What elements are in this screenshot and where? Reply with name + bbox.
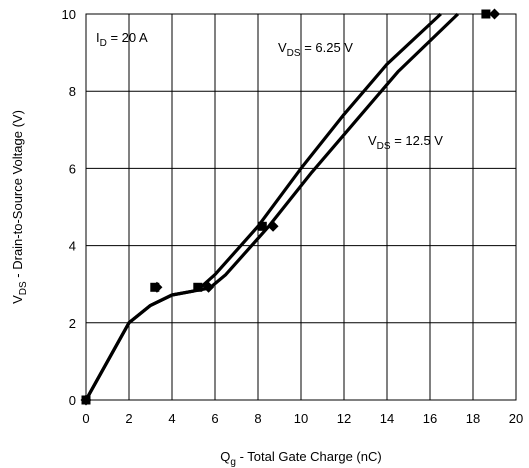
x-tick-label: 18 [466,411,480,426]
vds-12-5-annotation: VDS = 12.5 V [368,133,443,152]
y-tick-label: 0 [69,393,76,408]
x-tick-label: 12 [337,411,351,426]
y-axis-label: VDS - Drain-to-Source Voltage (V) [10,110,29,304]
vds-6-25-annotation: VDS = 6.25 V [278,40,353,59]
y-tick-label: 6 [69,161,76,176]
grid-lines [85,13,517,401]
x-axis-label: Qg - Total Gate Charge (nC) [220,449,381,468]
series-1-marker [257,221,267,231]
x-tick-label: 14 [380,411,394,426]
series-2-marker [80,394,92,406]
y-tick-label: 8 [69,84,76,99]
x-tick-label: 8 [254,411,261,426]
series-1-marker [193,282,203,292]
x-tick-label: 4 [168,411,175,426]
x-tick-label: 16 [423,411,437,426]
series-2-marker [203,281,215,293]
y-tick-label: 10 [62,7,76,22]
x-tick-label: 6 [211,411,218,426]
y-tick-label: 4 [69,239,76,254]
series-layer [80,8,500,406]
y-tick-label: 2 [69,316,76,331]
x-tick-label: 10 [294,411,308,426]
series-line-2 [84,12,460,401]
id-annotation: ID = 20 A [96,30,148,49]
plot-frame [85,13,517,401]
x-tick-label: 2 [125,411,132,426]
series-1-marker [481,9,491,19]
series-line-1 [84,12,442,401]
series-2-marker [489,8,500,20]
x-tick-label: 0 [82,411,89,426]
tick-labels: 0 2 4 6 8 10 12 14 16 18 20 0 2 4 6 8 10 [62,7,524,426]
x-tick-label: 20 [509,411,523,426]
series-2-marker [267,220,279,232]
series-2-marker [151,281,163,293]
